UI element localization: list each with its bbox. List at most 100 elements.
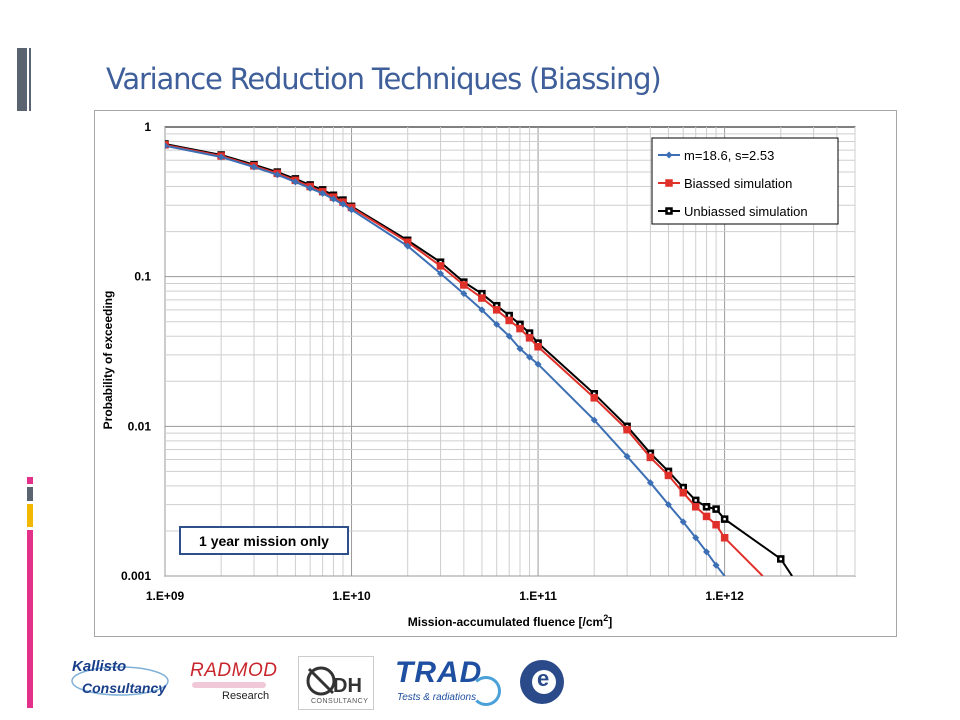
radmod-sub: Research: [222, 690, 270, 702]
radmod-swirl: [192, 682, 266, 688]
legend-label: m=18.6, s=2.53: [684, 148, 774, 163]
y-axis-label: Probability of exceeding: [101, 291, 115, 430]
data-point: [306, 184, 314, 192]
trad-sub: Tests & radiations: [397, 692, 477, 703]
legend-item: Unbiassed simulation: [658, 204, 808, 219]
esa-letter: e: [537, 666, 550, 691]
dh-sub: CONSULTANCY: [311, 698, 369, 705]
dh-logo: DH CONSULTANCY: [298, 656, 374, 710]
data-point: [493, 320, 501, 328]
side-accent-magenta-top: [27, 477, 33, 484]
data-point: [291, 178, 299, 186]
y-tick-label: 0.001: [121, 569, 151, 583]
data-point: [679, 488, 687, 497]
data-point: [460, 281, 468, 289]
annotation-box: 1 year mission only: [179, 526, 349, 555]
series-lines: [165, 140, 793, 576]
data-point: [478, 294, 486, 302]
data-point: [534, 343, 542, 351]
esa-mark: [520, 660, 564, 704]
data-point: [679, 518, 687, 526]
data-point-center: [714, 507, 718, 511]
legend: m=18.6, s=2.53 Biassed simulation Unbiasse…: [651, 137, 839, 225]
x-axis-label-end: ]: [608, 615, 612, 629]
data-point-center: [649, 452, 652, 455]
data-point: [623, 452, 631, 460]
legend-items: m=18.6, s=2.53 Biassed simulation Unbiasse…: [658, 148, 808, 219]
radmod-word: RADMOD: [190, 660, 278, 681]
svg-text:Mission-accumulated fluence [: Mission-accumulated fluence [/cm2]: [408, 613, 612, 629]
data-point: [664, 471, 673, 480]
radmod-logo: RADMOD Research: [188, 656, 278, 708]
data-point: [712, 521, 720, 529]
data-point: [217, 153, 225, 161]
trad-logo: TRAD Tests & radiations: [391, 656, 505, 708]
data-point: [478, 306, 486, 314]
data-point: [273, 171, 281, 179]
data-point: [348, 206, 356, 214]
data-point: [404, 242, 412, 250]
y-tick-label: 0.1: [134, 270, 151, 284]
data-point: [505, 316, 513, 325]
data-point: [516, 324, 524, 333]
x-axis-label-sup: 2: [603, 613, 608, 623]
side-accent-gray: [27, 487, 33, 501]
data-point: [712, 561, 720, 569]
data-point: [703, 548, 711, 556]
data-point-center: [528, 331, 531, 335]
series-1: [165, 142, 726, 576]
kallisto-swoosh: [71, 666, 169, 696]
data-point: [436, 262, 445, 270]
title-bar-accent-thin: [29, 48, 31, 111]
data-point: [646, 479, 654, 487]
kallisto-line2: Consultancy: [82, 680, 167, 696]
data-point: [590, 416, 598, 424]
data-point: [339, 200, 347, 208]
annotation-text: 1 year mission only: [199, 533, 329, 549]
data-point: [691, 503, 700, 511]
data-point-center: [705, 505, 708, 508]
data-point-center: [723, 517, 726, 521]
y-tick-label: 1: [144, 120, 151, 134]
side-accent-yellow: [27, 504, 33, 527]
legend-item: m=18.6, s=2.53: [658, 148, 774, 163]
data-point: [492, 306, 501, 314]
data-point: [646, 453, 655, 462]
series-line: [165, 144, 726, 576]
x-tick-label: 1.E+11: [519, 589, 557, 603]
x-tick-label: 1.E+09: [146, 589, 185, 603]
data-point: [525, 334, 534, 342]
x-tick-label: 1.E+10: [332, 589, 371, 603]
data-point-center: [593, 392, 596, 395]
dh-word: DH: [333, 675, 362, 697]
data-point: [692, 534, 700, 542]
data-point: [526, 353, 534, 361]
data-point: [720, 534, 729, 542]
data-point: [505, 332, 513, 340]
legend-marker: [665, 179, 673, 187]
data-point: [319, 189, 327, 197]
x-axis-label-text: Mission-accumulated fluence [/cm: [408, 615, 603, 629]
data-point: [623, 425, 631, 434]
data-point: [664, 501, 672, 509]
data-point: [516, 345, 524, 353]
data-point: [437, 269, 445, 277]
legend-label: Biassed simulation: [684, 176, 792, 191]
data-point: [534, 360, 542, 368]
data-point-center: [518, 323, 522, 326]
dh-mark: [306, 666, 336, 696]
data-point-center: [667, 470, 670, 473]
data-point-center: [694, 499, 697, 502]
legend-label: Unbiassed simulation: [684, 204, 808, 219]
data-point: [590, 394, 598, 402]
data-point: [329, 195, 337, 203]
legend-marker-center: [667, 209, 671, 213]
side-accent-magenta: [27, 530, 33, 708]
esa-logo: e: [518, 658, 566, 706]
kallisto-line1: Kallisto: [72, 658, 127, 675]
data-point-center: [507, 314, 511, 317]
annotation-border: [179, 526, 349, 555]
trad-word: TRAD: [395, 656, 483, 689]
data-point: [460, 290, 468, 298]
